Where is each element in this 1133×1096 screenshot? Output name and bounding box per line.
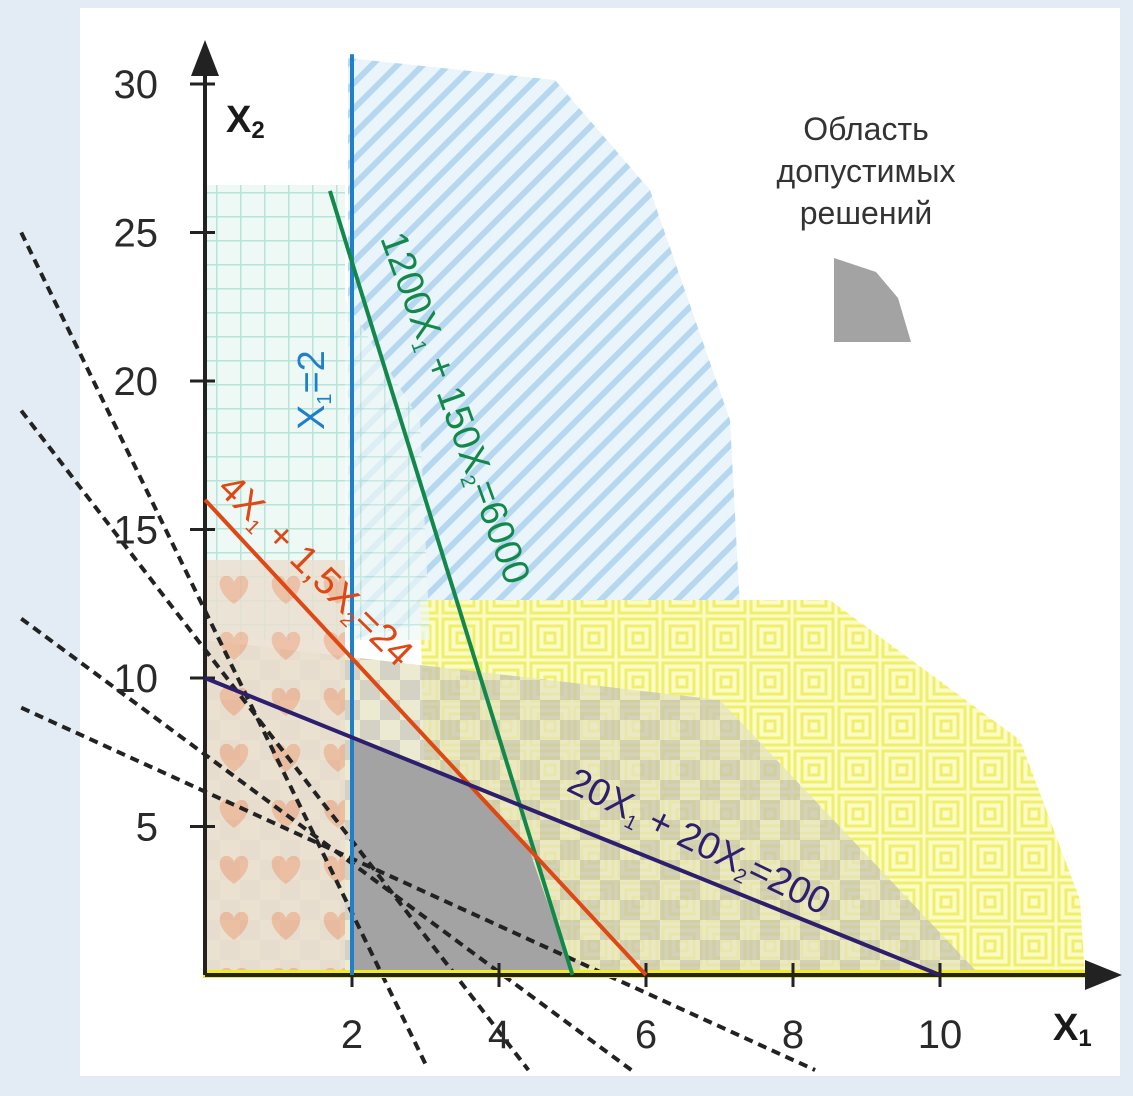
objective-line-1	[19, 231, 428, 1065]
region-grid-lower	[345, 300, 430, 640]
objective-level-lines	[19, 231, 816, 1072]
x-tick-label-6: 6	[635, 1013, 657, 1057]
y-tick-label-10: 10	[114, 657, 159, 701]
objective-line-2	[19, 409, 530, 1072]
x-tick-label-2: 2	[341, 1013, 363, 1057]
region-grid	[205, 185, 345, 640]
objective-line-3	[20, 616, 633, 1072]
legend-swatch	[834, 258, 911, 342]
constraint-line-c_red	[203, 498, 648, 977]
y-tick-label-30: 30	[114, 63, 159, 107]
x-axis-arrow	[1085, 960, 1122, 990]
region-stripes	[348, 58, 740, 640]
constraint-label-c_blue: X1=2	[291, 350, 336, 430]
y-tick-label-25: 25	[114, 212, 159, 256]
region-hearts	[205, 560, 345, 975]
constraint-line-c_purple	[204, 676, 941, 977]
y-axis-name: X2	[226, 99, 265, 144]
axis-ticks: 2 4 6 8 10 5 10 15 20 25 30	[114, 63, 963, 1057]
constraint-line-c_green	[328, 190, 575, 976]
x-tick-label-4: 4	[488, 1013, 510, 1057]
legend: Область допустимых решений	[777, 111, 956, 342]
legend-line-1: Область	[803, 111, 929, 147]
objective-line-4	[20, 705, 816, 1072]
y-tick-label-5: 5	[136, 806, 158, 850]
y-axis-arrow	[191, 40, 219, 76]
legend-line-3: решений	[800, 195, 932, 231]
legend-line-2: допустимых	[777, 153, 956, 189]
x-tick-label-10: 10	[918, 1013, 963, 1057]
y-tick-label-20: 20	[114, 360, 159, 404]
y-tick-label-15: 15	[114, 509, 159, 553]
x-axis-name: X1	[1053, 1007, 1092, 1052]
x-tick-label-8: 8	[782, 1013, 804, 1057]
